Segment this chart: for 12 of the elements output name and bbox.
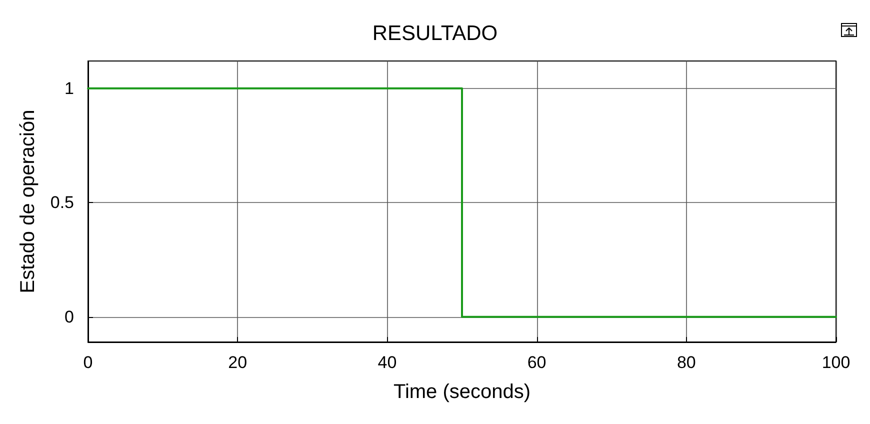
x-tick-label: 20 <box>228 353 248 372</box>
chart-title: RESULTADO <box>372 22 498 45</box>
y-tick-label: 1 <box>64 78 74 98</box>
y-axis-title: Estado de operación <box>17 110 39 294</box>
x-tick-label: 0 <box>83 353 93 372</box>
x-tick-label: 100 <box>822 353 850 372</box>
x-axis-title: Time (seconds) <box>393 381 531 403</box>
x-tick-label: 60 <box>527 353 546 372</box>
y-tick-label: 0 <box>64 307 74 326</box>
x-tick-label: 40 <box>378 353 397 372</box>
x-tick-label: 80 <box>676 353 696 372</box>
y-tick-label: 0.5 <box>50 193 74 212</box>
